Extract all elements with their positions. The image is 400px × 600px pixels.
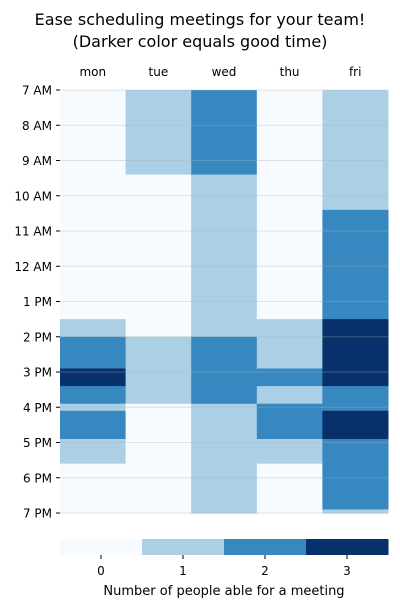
time-label-4: 11 AM	[14, 225, 52, 239]
heatmap-cell-thu-4	[256, 403, 323, 440]
heatmap-cell-wed-1	[191, 174, 258, 338]
day-label-thu: thu	[280, 65, 300, 79]
colorbar-segment-0	[60, 539, 143, 555]
colorbar-tick-label-2: 2	[261, 564, 269, 578]
heatmap-cell-tue-2	[125, 174, 192, 338]
heatmap-cell-thu-0	[256, 90, 323, 320]
colorbar-tick-label-3: 3	[343, 564, 351, 578]
heatmap-cell-mon-5	[60, 403, 127, 412]
day-label-mon: mon	[79, 65, 106, 79]
colorbar-segment-3	[306, 539, 389, 555]
heatmap-cell-tue-4	[125, 403, 192, 514]
heatmap-cell-thu-5	[256, 438, 323, 465]
time-label-1: 8 AM	[22, 119, 52, 133]
time-label-11: 6 PM	[23, 471, 52, 485]
heatmap-cell-fri-5	[322, 438, 389, 510]
colorbar-tick-label-1: 1	[179, 564, 187, 578]
heatmap-cell-fri-3	[322, 386, 389, 412]
heatmap-cell-fri-0	[322, 90, 389, 211]
time-label-9: 4 PM	[23, 401, 52, 415]
day-label-wed: wed	[212, 65, 237, 79]
heatmap-cell-mon-6	[60, 410, 127, 440]
time-label-12: 7 PM	[23, 507, 52, 521]
heatmap-cell-fri-4	[322, 410, 389, 440]
heatmap-cell-wed-0	[191, 90, 258, 176]
time-label-3: 10 AM	[14, 189, 52, 203]
heatmap-cell-mon-7	[60, 438, 127, 465]
heatmap-cell-mon-4	[60, 386, 127, 405]
heatmap-cell-wed-2	[191, 336, 258, 405]
heatmap-cell-tue-3	[125, 336, 192, 405]
heatmap-cell-fri-6	[322, 509, 389, 514]
heatmap-cell-tue-0	[125, 90, 192, 123]
heatmap-cell-mon-2	[60, 336, 127, 369]
time-label-6: 1 PM	[23, 295, 52, 309]
heatmap-cell-wed-3	[191, 403, 258, 514]
heatmap-cell-mon-8	[60, 463, 127, 514]
heatmap-cell-thu-2	[256, 368, 323, 387]
day-label-tue: tue	[149, 65, 169, 79]
colorbar-segment-1	[142, 539, 225, 555]
colorbar-tick-label-0: 0	[97, 564, 105, 578]
time-label-5: 12 AM	[14, 260, 52, 274]
time-label-2: 9 AM	[22, 154, 52, 168]
heatmap-cell-fri-2	[322, 319, 389, 387]
time-label-0: 7 AM	[22, 84, 52, 98]
time-label-8: 3 PM	[23, 366, 52, 380]
chart-title: Ease scheduling meetings for your team!	[34, 10, 366, 29]
heatmap-cell-thu-1	[256, 319, 323, 369]
heatmap-cell-thu-6	[256, 463, 323, 514]
heatmap-cell-mon-1	[60, 319, 127, 338]
heatmap-cell-mon-0	[60, 90, 127, 320]
heatmap-cell-mon-3	[60, 368, 127, 387]
colorbar-segment-2	[224, 539, 307, 555]
chart-subtitle: (Darker color equals good time)	[72, 32, 328, 51]
heatmap-cell-tue-1	[125, 121, 192, 176]
colorbar-label: Number of people able for a meeting	[103, 584, 344, 599]
time-label-7: 2 PM	[23, 330, 52, 344]
heatmap-cell-fri-1	[322, 209, 389, 320]
heatmap-cell-thu-3	[256, 386, 323, 405]
time-label-10: 5 PM	[23, 436, 52, 450]
day-label-fri: fri	[349, 65, 362, 79]
